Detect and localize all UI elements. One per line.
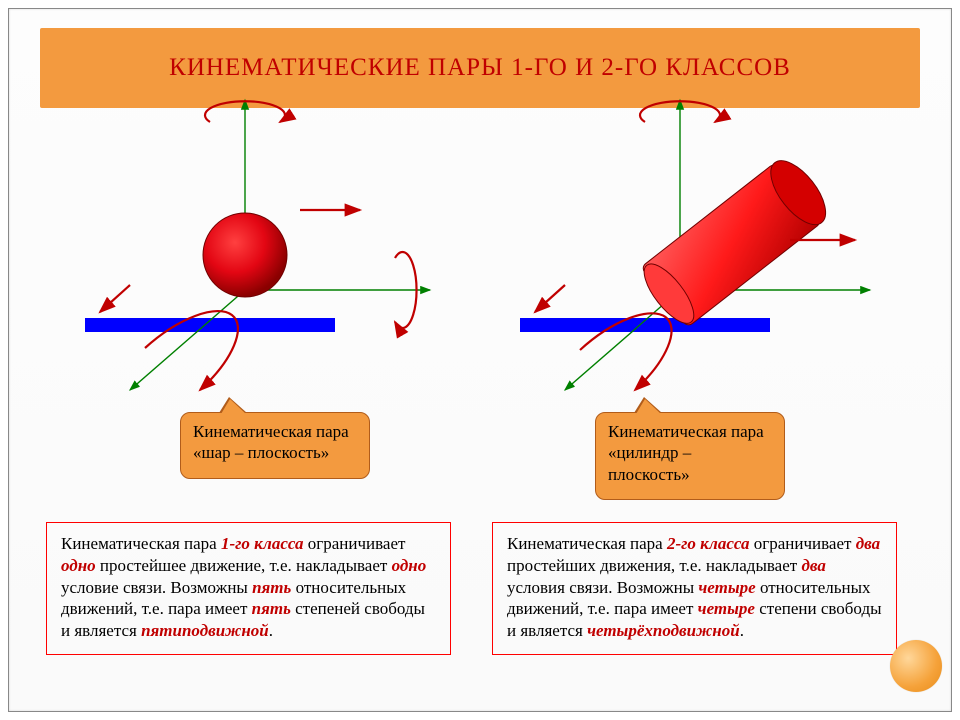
callout-left-text: Кинематическая пара «шар – плоскость»: [193, 422, 349, 462]
title-text: КИНЕМАТИЧЕСКИЕ ПАРЫ 1-ГО И 2-ГО КЛАССОВ: [169, 54, 791, 82]
desc-left: Кинематическая пара 1-го класса ограничи…: [46, 522, 451, 655]
left-diagram: [85, 100, 430, 390]
cylinder: [635, 152, 836, 333]
axis-y-left: [130, 290, 245, 390]
corner-accent-dot: [890, 640, 942, 692]
callout-tail-right: [634, 397, 662, 413]
callout-right-text: Кинематическая пара «цилиндр – плоскость…: [608, 422, 764, 484]
diagram-stage: [0, 80, 960, 500]
sphere: [203, 213, 287, 297]
right-diagram: [520, 100, 870, 390]
desc-right: Кинематическая пара 2-го класса ограничи…: [492, 522, 897, 655]
diagram-svg: [0, 80, 960, 500]
trans-y-right: [535, 285, 565, 312]
trans-y-left: [100, 285, 130, 312]
callout-right: Кинематическая пара «цилиндр – плоскость…: [595, 412, 785, 500]
callout-left: Кинематическая пара «шар – плоскость»: [180, 412, 370, 479]
callout-tail-left: [219, 397, 247, 413]
